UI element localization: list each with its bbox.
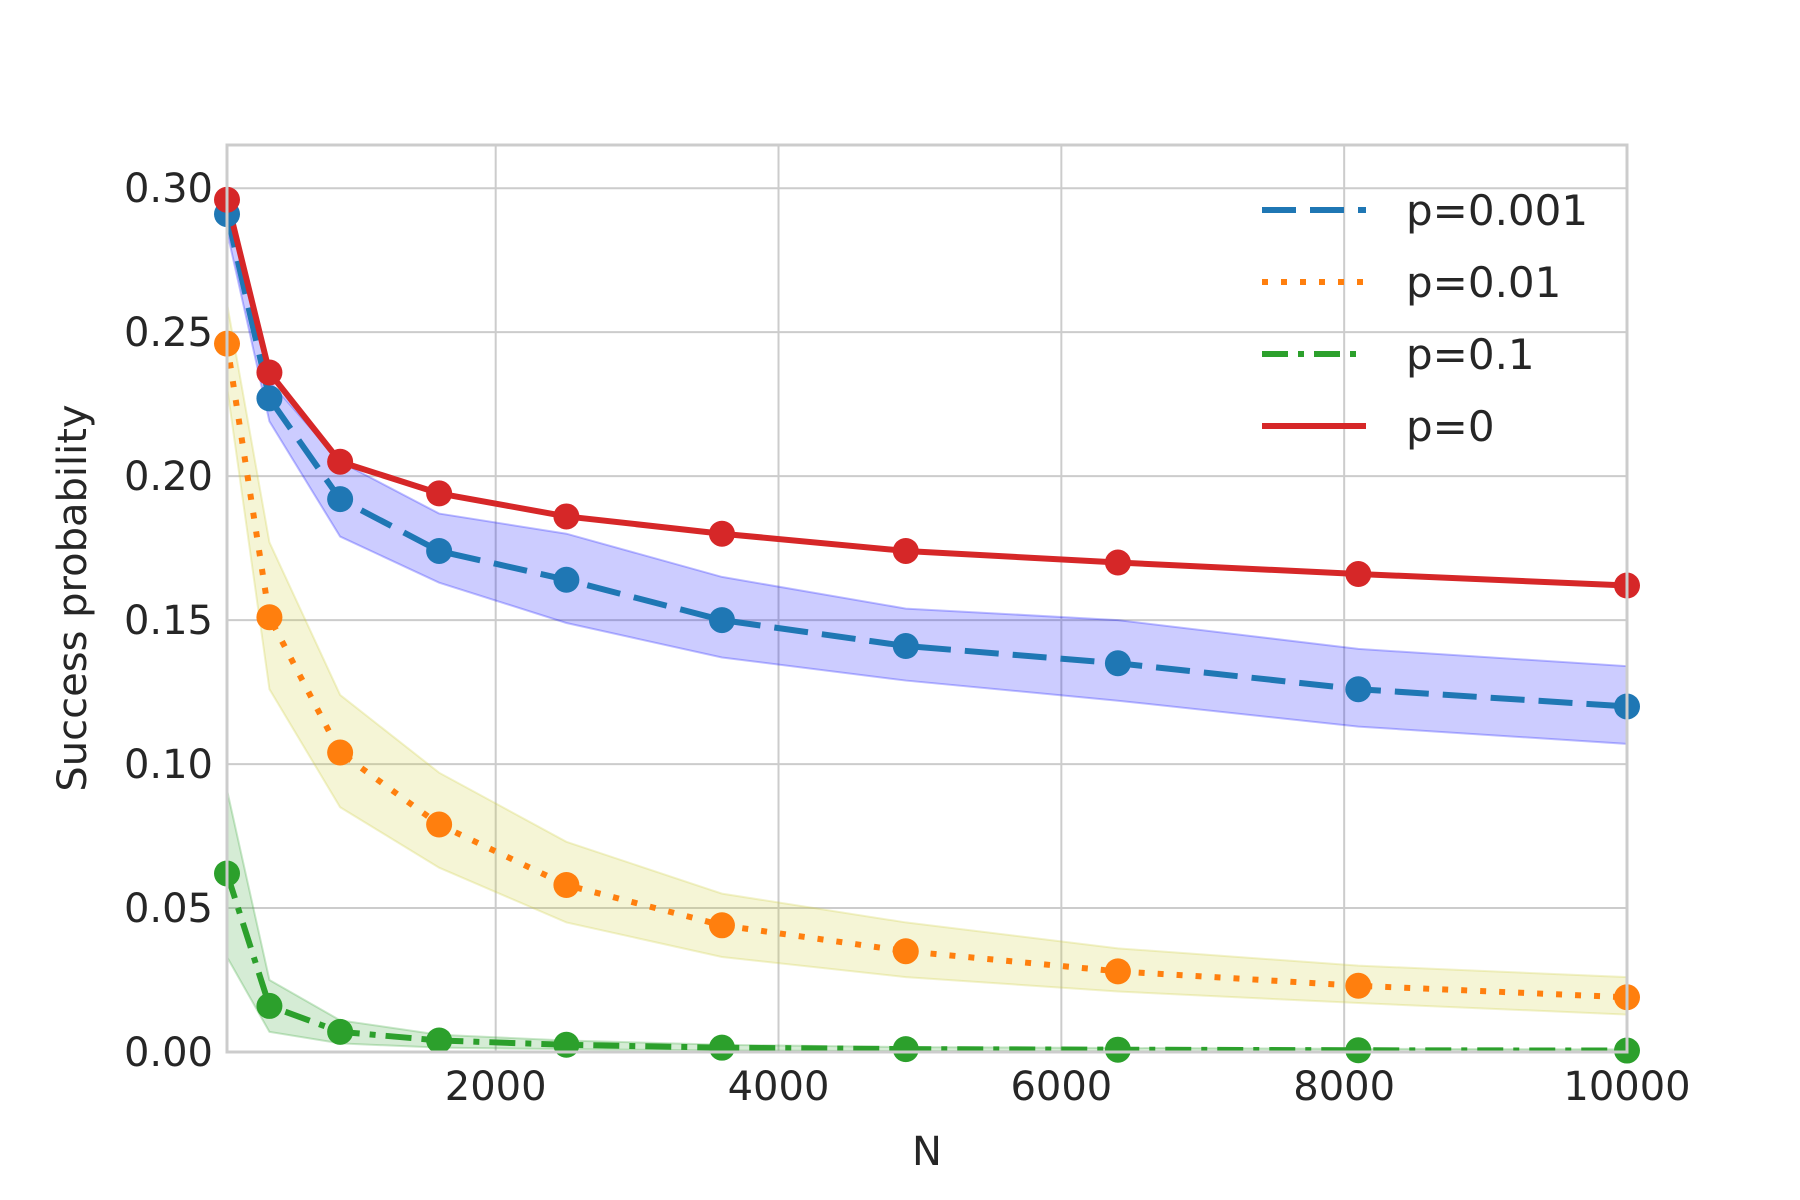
- y-axis-ticks: 0.00 0.05 0.10 0.15 0.20 0.25 0.30: [124, 166, 213, 1076]
- data-point-p=0.01: [426, 811, 453, 838]
- x-axis-label: N: [912, 1129, 942, 1175]
- data-point-p=0.01: [1345, 972, 1372, 999]
- data-point-p=0.1: [553, 1031, 580, 1058]
- legend-label: p=0: [1406, 402, 1495, 451]
- data-point-p=0.1: [1104, 1036, 1131, 1063]
- series-lines: [224, 198, 1628, 1054]
- data-point-p=0: [1345, 561, 1372, 588]
- data-point-p=0: [426, 480, 453, 507]
- data-point-p=0.01: [256, 604, 283, 631]
- y-tick-label: 0.15: [124, 598, 213, 644]
- y-tick-label: 0.20: [124, 454, 213, 500]
- data-point-p=0.1: [426, 1027, 453, 1054]
- confidence-bands: [226, 199, 1628, 1053]
- x-tick-label: 8000: [1293, 1064, 1395, 1110]
- data-point-p=0.01: [708, 912, 735, 939]
- y-tick-label: 0.00: [124, 1030, 213, 1076]
- data-point-p=0.001: [553, 566, 580, 593]
- data-point-p=0.001: [426, 537, 453, 564]
- legend: p=0.001 p=0.01 p=0.1 p=0: [1262, 186, 1588, 451]
- x-axis-ticks: 2000 4000 6000 8000 10000: [445, 1064, 1691, 1110]
- x-tick-label: 4000: [728, 1064, 830, 1110]
- data-point-p=0.001: [892, 633, 919, 660]
- y-tick-label: 0.10: [124, 742, 213, 788]
- data-point-p=0.1: [1345, 1037, 1372, 1064]
- data-point-p=0.001: [256, 385, 283, 412]
- data-point-p=0.01: [327, 739, 354, 766]
- series-line-p=0.01: [224, 343, 1628, 1001]
- y-tick-label: 0.25: [124, 310, 213, 356]
- data-point-p=0: [708, 520, 735, 547]
- data-point-p=0.001: [1345, 676, 1372, 703]
- y-tick-label: 0.30: [124, 166, 213, 212]
- data-point-p=0.1: [256, 992, 283, 1019]
- data-point-p=0.01: [892, 938, 919, 965]
- data-point-p=0.01: [1104, 958, 1131, 985]
- legend-label: p=0.1: [1406, 330, 1535, 379]
- data-point-p=0.1: [327, 1018, 354, 1045]
- plot-frame: [225, 143, 1629, 1054]
- data-point-p=0.001: [708, 607, 735, 634]
- series-line-p=0.1: [224, 872, 1628, 1054]
- data-point-p=0.01: [553, 871, 580, 898]
- data-point-p=0: [553, 503, 580, 530]
- data-point-p=0.001: [327, 486, 354, 513]
- data-point-p=0: [1104, 549, 1131, 576]
- series-line-p=0: [224, 198, 1628, 589]
- x-tick-label: 6000: [1010, 1064, 1112, 1110]
- data-point-p=0.001: [1104, 650, 1131, 677]
- legend-label: p=0.001: [1406, 186, 1588, 235]
- data-point-p=0.1: [892, 1036, 919, 1063]
- data-point-p=0.1: [708, 1034, 735, 1061]
- data-point-p=0: [256, 359, 283, 386]
- data-point-p=0: [327, 448, 354, 475]
- data-point-p=0: [892, 537, 919, 564]
- x-tick-label: 10000: [1563, 1064, 1690, 1110]
- legend-label: p=0.01: [1406, 258, 1561, 307]
- y-tick-label: 0.05: [124, 886, 213, 932]
- x-tick-label: 2000: [445, 1064, 547, 1110]
- y-axis-label: Success probability: [50, 404, 96, 791]
- series-line-p=0.001: [224, 213, 1628, 710]
